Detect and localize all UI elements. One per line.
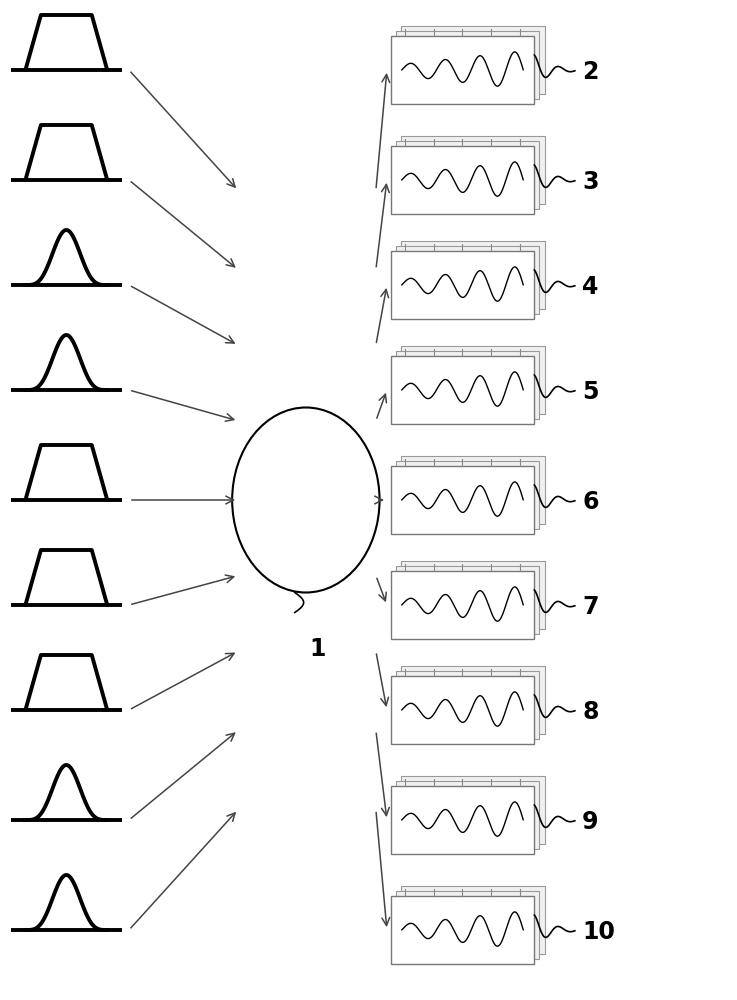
Bar <box>396 351 539 419</box>
Bar <box>396 141 539 209</box>
Text: 5: 5 <box>582 380 598 404</box>
Bar <box>391 356 534 424</box>
Bar <box>401 26 545 94</box>
Bar <box>396 671 539 739</box>
Bar <box>401 346 545 414</box>
Bar <box>401 456 545 524</box>
Bar <box>401 241 545 309</box>
Text: 7: 7 <box>582 595 598 619</box>
Text: 8: 8 <box>582 700 598 724</box>
Bar <box>391 571 534 639</box>
Bar <box>391 786 534 854</box>
Bar <box>391 36 534 104</box>
Text: 2: 2 <box>582 60 598 84</box>
Bar <box>396 566 539 634</box>
Bar <box>396 781 539 849</box>
Text: 9: 9 <box>582 810 598 834</box>
Text: 3: 3 <box>582 170 598 194</box>
Bar <box>391 676 534 744</box>
Bar <box>391 466 534 534</box>
Text: 6: 6 <box>582 490 598 514</box>
Bar <box>396 891 539 959</box>
Bar <box>401 886 545 954</box>
Bar <box>401 136 545 204</box>
Ellipse shape <box>232 408 380 592</box>
Bar <box>396 461 539 529</box>
Bar <box>391 896 534 964</box>
Bar <box>391 146 534 214</box>
Text: 1: 1 <box>310 638 326 662</box>
Bar <box>401 561 545 629</box>
Bar <box>396 246 539 314</box>
Bar <box>396 31 539 99</box>
Bar <box>401 666 545 734</box>
Text: 4: 4 <box>582 275 598 299</box>
Bar <box>401 776 545 844</box>
Bar <box>391 251 534 319</box>
Text: 10: 10 <box>582 920 615 944</box>
